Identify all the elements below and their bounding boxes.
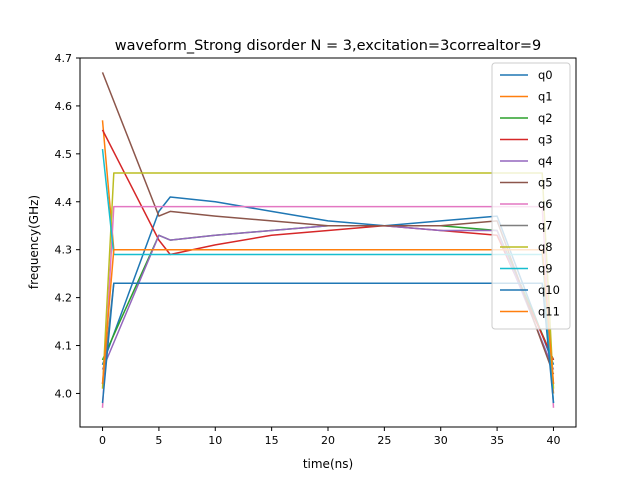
x-tick-label: 25: [377, 434, 391, 447]
legend-label: q3: [538, 133, 553, 147]
legend: q0 q1 q2 q3 q4 q5 q6 q7 q8 q9 q10 q11: [491, 62, 571, 330]
legend-label: q10: [538, 283, 560, 297]
x-tick-label: 20: [321, 434, 335, 447]
legend-label: q9: [538, 262, 553, 276]
y-tick-label: 4.6: [55, 100, 73, 113]
x-tick-label: 5: [155, 434, 162, 447]
chart-title: waveform_Strong disorder N = 3,excitatio…: [115, 38, 541, 54]
x-tick-label: 40: [546, 434, 560, 447]
series-line-q5: [101, 72, 555, 375]
x-axis-label: time(ns): [303, 457, 353, 471]
legend-box: [491, 62, 571, 330]
y-axis-label: frequency(GHz): [27, 195, 41, 289]
x-tick-label: 10: [208, 434, 222, 447]
x-tick-label: 30: [434, 434, 448, 447]
x-tick-label: 0: [99, 434, 106, 447]
legend-label: q8: [538, 240, 553, 254]
legend-label: q4: [538, 154, 553, 168]
x-axis: 0 5 10 15 20 25 30 35 40: [99, 427, 560, 447]
legend-label: q11: [538, 305, 560, 319]
series-line-q0: [101, 196, 555, 365]
legend-label: q0: [538, 68, 553, 82]
legend-label: q1: [538, 90, 553, 104]
y-axis: 4.0 4.1 4.2 4.3 4.4 4.5 4.6 4.7: [55, 52, 80, 400]
y-tick-label: 4.3: [55, 244, 73, 257]
x-tick-label: 15: [265, 434, 279, 447]
y-tick-label: 4.4: [55, 196, 73, 209]
y-tick-label: 4.1: [55, 340, 73, 353]
y-tick-label: 4.0: [55, 387, 73, 400]
legend-label: q5: [538, 176, 553, 190]
y-tick-label: 4.2: [55, 292, 73, 305]
legend-label: q7: [538, 219, 553, 233]
x-tick-label: 35: [490, 434, 504, 447]
y-tick-label: 4.7: [55, 52, 73, 65]
series-line-q3: [101, 129, 555, 361]
series-line-q4: [101, 224, 555, 370]
y-tick-label: 4.5: [55, 148, 73, 161]
legend-label: q6: [538, 197, 553, 211]
legend-label: q2: [538, 111, 553, 125]
